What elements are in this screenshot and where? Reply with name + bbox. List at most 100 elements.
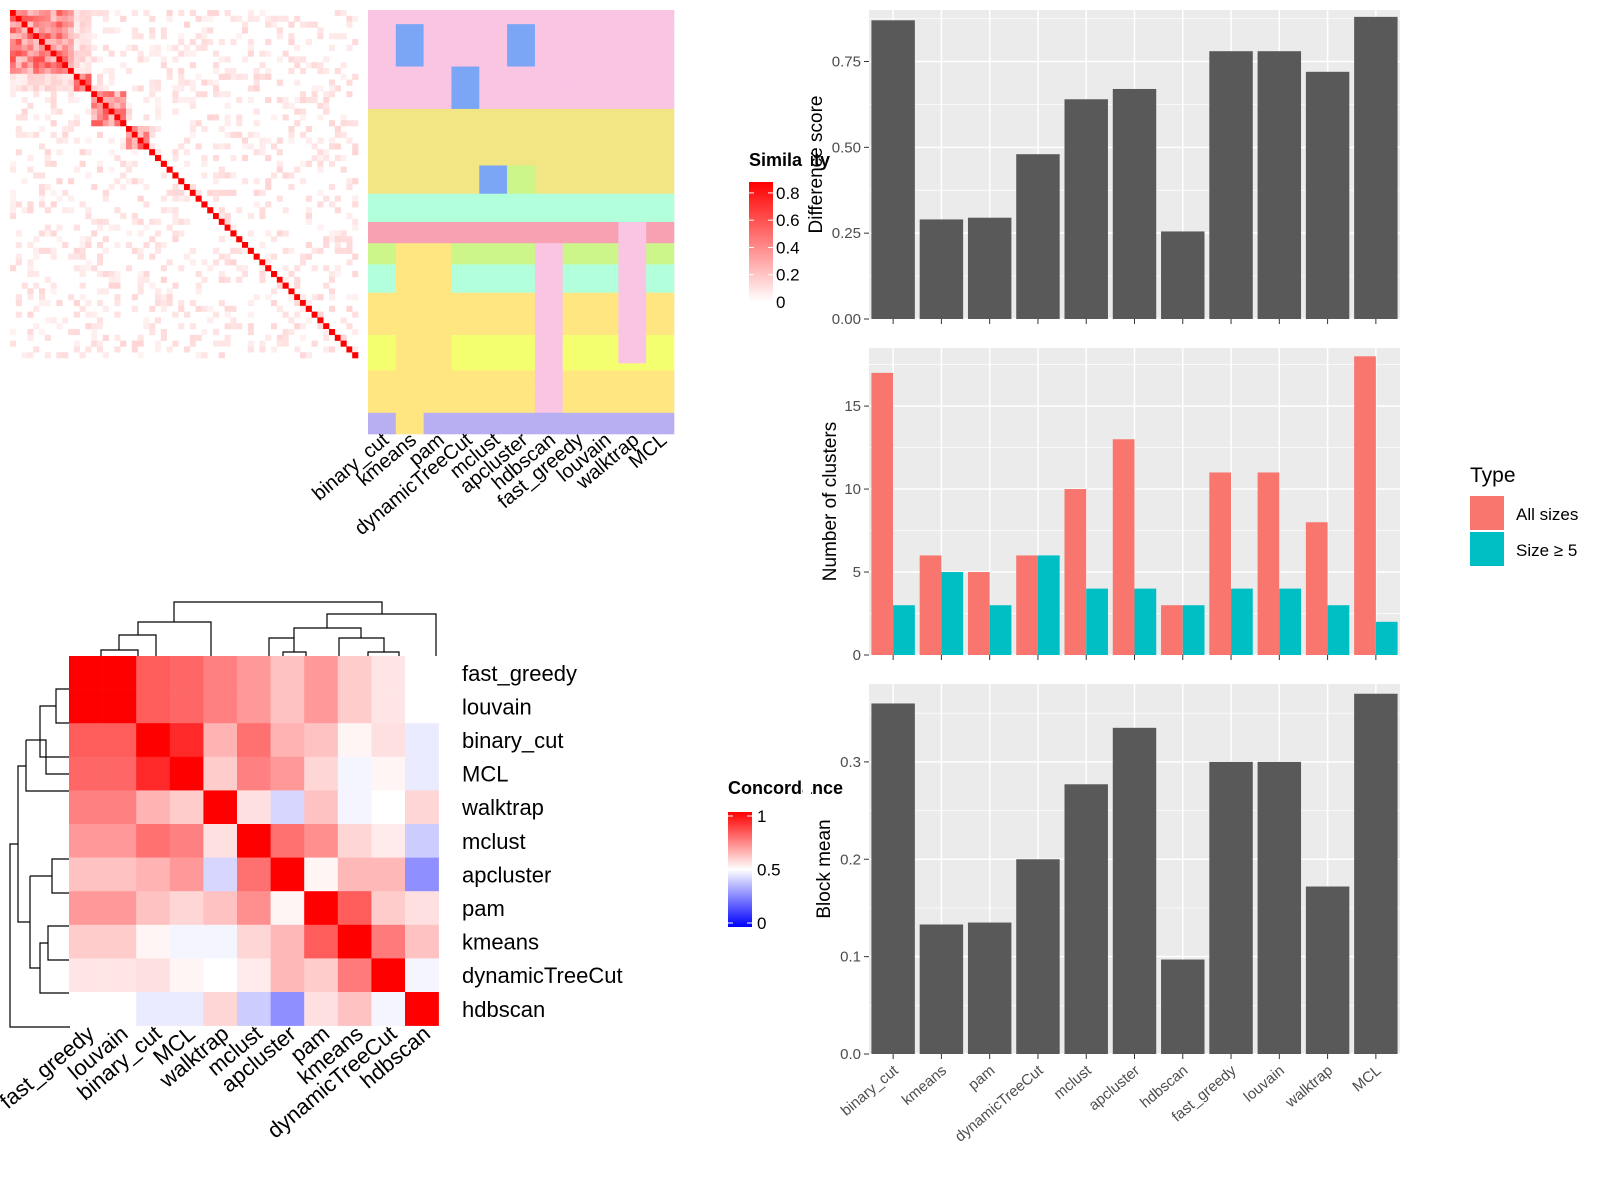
similarity-cell xyxy=(213,155,220,162)
cluster-cell xyxy=(562,193,591,202)
similarity-cell xyxy=(50,201,57,208)
similarity-cell xyxy=(120,120,127,127)
similarity-cell xyxy=(73,15,80,22)
similarity-cell xyxy=(73,120,80,127)
similarity-cell xyxy=(149,236,156,243)
cluster-cell xyxy=(562,391,591,399)
cluster-cell xyxy=(368,214,397,223)
similarity-cell xyxy=(189,10,196,17)
similarity-cell xyxy=(282,15,289,22)
cluster-cell xyxy=(618,250,647,258)
cluster-cell xyxy=(368,108,397,117)
cluster-cell xyxy=(618,31,647,39)
cluster-cell xyxy=(507,158,536,166)
similarity-cell xyxy=(317,68,324,75)
similarity-cell xyxy=(172,172,179,179)
similarity-cell xyxy=(149,126,156,133)
similarity-cell xyxy=(340,62,347,69)
similarity-cell xyxy=(97,131,104,138)
similarity-cell xyxy=(352,178,359,185)
concordance-cell xyxy=(102,992,137,1026)
cluster-cell xyxy=(562,151,591,159)
similarity-cell xyxy=(265,39,272,46)
similarity-cell xyxy=(184,97,191,104)
cluster-cell xyxy=(423,73,452,81)
y-axis-title: Block mean xyxy=(814,819,835,918)
cluster-cell xyxy=(534,356,564,364)
similarity-cell xyxy=(201,91,208,98)
concordance-cell xyxy=(237,958,271,993)
similarity-cell xyxy=(62,21,69,28)
cluster-cell xyxy=(451,144,480,152)
similarity-cell xyxy=(108,102,115,109)
similarity-cell xyxy=(224,143,231,150)
similarity-cell xyxy=(189,334,196,341)
cluster-cell xyxy=(395,158,424,166)
cluster-cell xyxy=(590,31,619,39)
similarity-cell xyxy=(189,323,196,330)
similarity-cell xyxy=(79,352,86,359)
similarity-cell xyxy=(346,91,353,98)
concordance-cell xyxy=(337,656,372,690)
cluster-cell xyxy=(368,24,397,32)
similarity-cell xyxy=(102,15,109,22)
similarity-cell xyxy=(108,166,115,173)
cluster-cell xyxy=(451,292,480,301)
cluster-cell xyxy=(534,101,564,110)
similarity-cell xyxy=(15,230,22,237)
cluster-cell xyxy=(618,320,647,329)
cluster-cell xyxy=(590,151,619,159)
similarity-cell xyxy=(189,300,196,307)
cluster-cell xyxy=(562,384,591,392)
similarity-cell xyxy=(114,10,121,17)
similarity-cell xyxy=(85,172,92,179)
concordance-cell xyxy=(237,824,271,858)
similarity-cell xyxy=(201,126,208,133)
cluster-cell xyxy=(395,391,424,399)
cluster-cell xyxy=(479,144,508,152)
similarity-cell xyxy=(189,340,196,347)
cluster-cell xyxy=(479,356,508,364)
cluster-cell xyxy=(590,45,619,53)
cluster-cell xyxy=(395,144,424,152)
similarity-cell xyxy=(39,15,46,22)
cluster-cell xyxy=(479,38,508,46)
similarity-cell xyxy=(352,253,359,260)
cluster-cell xyxy=(395,45,424,53)
similarity-cell xyxy=(172,340,179,347)
cluster-cell xyxy=(590,52,619,60)
similarity-cell xyxy=(62,352,69,359)
similarity-cell xyxy=(247,323,254,330)
similarity-legend-label: 0.6 xyxy=(776,211,800,230)
similarity-cell xyxy=(97,253,104,260)
similarity-cell xyxy=(50,120,57,127)
similarity-cell xyxy=(85,73,92,80)
similarity-cell xyxy=(352,149,359,156)
cluster-cell xyxy=(562,207,591,216)
similarity-cell xyxy=(213,329,220,336)
similarity-cell xyxy=(247,230,254,237)
similarity-cell xyxy=(56,15,63,22)
similarity-cell xyxy=(108,137,115,144)
cluster-cell xyxy=(507,299,536,308)
cluster-cell xyxy=(479,207,508,216)
similarity-cell xyxy=(50,85,57,92)
similarity-cell xyxy=(50,73,57,80)
similarity-cell xyxy=(143,137,150,144)
similarity-cell xyxy=(27,352,34,359)
cluster-cell xyxy=(646,306,675,315)
similarity-cell xyxy=(68,44,75,51)
similarity-cell xyxy=(230,305,237,312)
similarity-cell xyxy=(178,143,185,150)
cluster-cell xyxy=(590,356,619,364)
similarity-cell xyxy=(247,10,254,17)
similarity-cell xyxy=(10,265,17,272)
similarity-cell xyxy=(300,352,307,359)
similarity-cell xyxy=(79,50,86,57)
similarity-cell xyxy=(317,85,324,92)
cluster-cell xyxy=(368,59,397,67)
similarity-cell xyxy=(15,39,22,46)
similarity-cell xyxy=(44,334,51,341)
y-tick-label: 10 xyxy=(844,481,861,498)
cluster-cell xyxy=(368,320,397,329)
